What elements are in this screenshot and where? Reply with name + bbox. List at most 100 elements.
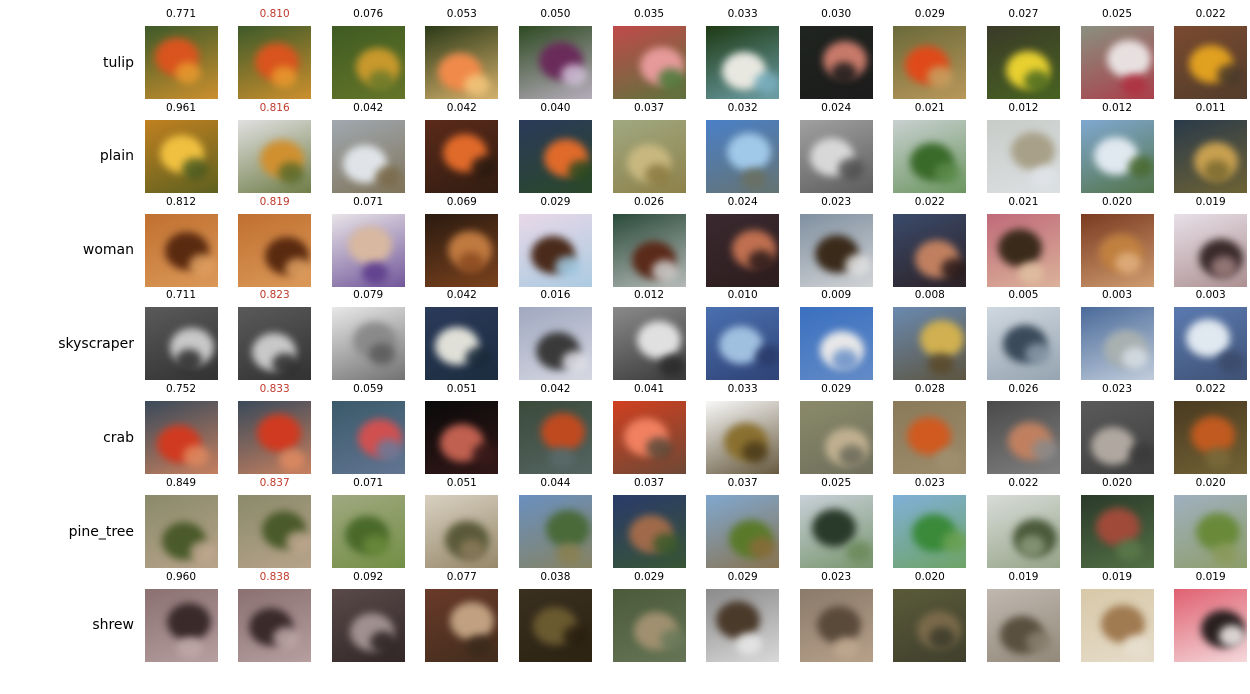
similarity-score: 0.023 (1101, 383, 1133, 396)
similarity-score: 0.029 (727, 570, 758, 583)
similarity-score: 0.023 (821, 570, 852, 583)
thumbnail-image (145, 307, 218, 380)
thumbnail-image (519, 26, 592, 99)
similarity-score: 0.029 (821, 383, 852, 396)
similarity-score: 0.012 (633, 289, 665, 302)
similarity-score: 0.833 (259, 383, 290, 396)
thumbnail-image (987, 495, 1060, 568)
thumbnail-image (145, 589, 218, 662)
similarity-score: 0.020 (1101, 477, 1133, 489)
similarity-score: 0.823 (259, 289, 290, 302)
similarity-score: 0.711 (165, 289, 197, 302)
thumbnail-image (800, 214, 873, 287)
thumbnail-image (706, 589, 779, 662)
similarity-score: 0.029 (540, 195, 571, 208)
thumbnail-image (145, 401, 218, 474)
thumbnail-image (893, 307, 966, 380)
similarity-score: 0.005 (1008, 289, 1039, 302)
similarity-score: 0.026 (1008, 383, 1039, 396)
similarity-score: 0.019 (1195, 570, 1226, 583)
similarity-score: 0.051 (446, 383, 477, 396)
similarity-score: 0.024 (821, 101, 852, 114)
thumbnail-image (987, 589, 1060, 662)
thumbnail-image (332, 401, 405, 474)
similarity-score: 0.077 (446, 570, 477, 583)
thumbnail-image (238, 307, 311, 380)
thumbnail-image (1174, 214, 1247, 287)
similarity-score: 0.092 (353, 570, 384, 583)
thumbnail-image (800, 26, 873, 99)
thumbnail-image (1174, 307, 1247, 380)
similarity-score: 0.038 (540, 570, 571, 583)
similarity-score: 0.024 (727, 195, 758, 208)
similarity-score: 0.020 (1101, 195, 1133, 208)
thumbnail-image (613, 495, 686, 568)
row-label-crab: crab (103, 429, 134, 446)
thumbnail-image (425, 495, 498, 568)
similarity-score: 0.022 (914, 195, 945, 208)
similarity-score: 0.960 (165, 570, 197, 583)
similarity-score: 0.037 (633, 101, 665, 114)
thumbnail-image (706, 495, 779, 568)
similarity-score: 0.030 (821, 8, 852, 20)
thumbnail-image (425, 401, 498, 474)
thumbnail-image (145, 120, 218, 193)
thumbnail-image (238, 401, 311, 474)
similarity-score: 0.003 (1195, 289, 1226, 302)
thumbnail-image (145, 26, 218, 99)
similarity-score: 0.037 (727, 477, 758, 489)
row-label-skyscraper: skyscraper (58, 335, 134, 352)
similarity-score: 0.023 (914, 477, 945, 489)
thumbnail-image (519, 120, 592, 193)
thumbnail-image (613, 26, 686, 99)
similarity-score: 0.838 (259, 570, 290, 583)
thumbnail-image (332, 26, 405, 99)
thumbnail-image (893, 214, 966, 287)
similarity-score: 0.041 (633, 383, 665, 396)
thumbnail-image (1081, 307, 1154, 380)
similarity-score: 0.003 (1101, 289, 1133, 302)
thumbnail-image (1174, 26, 1247, 99)
thumbnail-image (1174, 401, 1247, 474)
similarity-score: 0.025 (821, 477, 852, 489)
thumbnail-image (706, 401, 779, 474)
similarity-score: 0.025 (1101, 8, 1133, 20)
thumbnail-image (332, 589, 405, 662)
similarity-score: 0.028 (914, 383, 945, 396)
similarity-score: 0.042 (446, 101, 477, 114)
row-label-shrew: shrew (92, 617, 134, 634)
thumbnail-image (987, 401, 1060, 474)
thumbnail-image (332, 214, 405, 287)
thumbnail-image (800, 307, 873, 380)
similarity-score: 0.051 (446, 477, 477, 489)
similarity-score: 0.044 (540, 477, 571, 489)
similarity-score: 0.020 (914, 570, 945, 583)
thumbnail-image (332, 120, 405, 193)
thumbnail-image (1081, 401, 1154, 474)
similarity-score: 0.027 (1008, 8, 1039, 20)
similarity-score: 0.012 (1101, 101, 1133, 114)
similarity-score: 0.019 (1008, 570, 1039, 583)
similarity-score: 0.042 (353, 101, 384, 114)
similarity-score: 0.010 (727, 289, 758, 302)
thumbnail-image (425, 307, 498, 380)
thumbnail-image (519, 495, 592, 568)
thumbnail-image (706, 26, 779, 99)
similarity-score: 0.019 (1101, 570, 1133, 583)
thumbnail-image (1081, 214, 1154, 287)
thumbnail-image (145, 495, 218, 568)
similarity-score: 0.022 (1195, 383, 1226, 396)
similarity-score: 0.020 (1195, 477, 1226, 489)
similarity-score: 0.019 (1195, 195, 1226, 208)
thumbnail-image (425, 26, 498, 99)
similarity-score: 0.810 (259, 8, 290, 20)
similarity-score: 0.016 (540, 289, 571, 302)
similarity-score: 0.071 (353, 195, 384, 208)
thumbnail-image (332, 307, 405, 380)
similarity-score: 0.961 (165, 101, 197, 114)
similarity-score: 0.023 (821, 195, 852, 208)
similarity-score: 0.009 (821, 289, 852, 302)
thumbnail-image (1174, 495, 1247, 568)
similarity-score: 0.059 (353, 383, 384, 396)
similarity-score: 0.032 (727, 101, 758, 114)
